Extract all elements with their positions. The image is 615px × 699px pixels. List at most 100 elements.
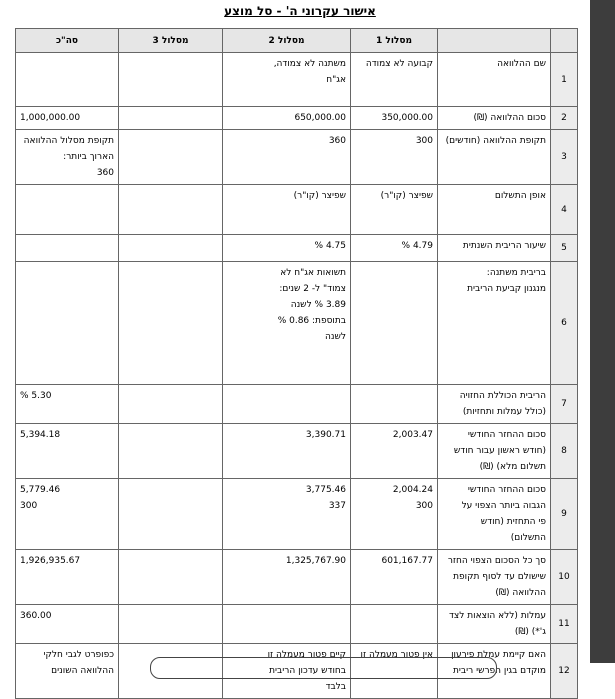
header-row: מסלול 1 מסלול 2 מסלול 3 סה"כ: [15, 28, 578, 53]
cell: [118, 184, 223, 235]
row-label: סכום ההחזר החודשי הגבוה ביותר הצפוי על פי …: [437, 478, 551, 550]
cell: 360: [222, 129, 351, 185]
header-cell: סה"כ: [15, 28, 119, 53]
cell: 300: [350, 129, 438, 185]
cell-line: בתוספת: 0.86 %: [277, 316, 346, 326]
cell-line: 300: [20, 501, 38, 511]
cell: 1,926,935.67: [15, 549, 119, 605]
table-row: 8 סכום ההחזר החודשי (חודש ראשון עבור חודש ת…: [15, 423, 578, 479]
cell: 5,394.18: [15, 423, 119, 479]
table-row: 10 סך כל הסכום הצפוי החזר שישולם עד לסוף ת…: [15, 549, 578, 605]
cell: [118, 384, 223, 424]
row-number: 3: [550, 129, 578, 185]
cell: [118, 52, 223, 107]
cell: [15, 234, 119, 262]
cell: תשואות אג"ח לא צמוד" ל- 2 שנים: 3.89 % לשנ…: [222, 261, 351, 385]
cell: 5,779.46 300: [15, 478, 119, 550]
cell: [350, 604, 438, 644]
table-row: 2 סכום ההלוואה (₪) 350,000.00 650,000.00 1,0…: [15, 106, 578, 130]
row-number: 4: [550, 184, 578, 235]
row-number: 7: [550, 384, 578, 424]
cell: 360.00: [15, 604, 119, 644]
row-number: 2: [550, 106, 578, 130]
title: אישור עקרוני ה' - סל מוצע: [224, 4, 376, 18]
cell-line: עמלות (ללא הוצאות לצד: [449, 611, 546, 621]
row-label: הריבית הכוללת החזויה (כולל עמלות ותחזיות): [437, 384, 551, 424]
row-number: 5: [550, 234, 578, 262]
cell: [350, 261, 438, 385]
cell: [15, 261, 119, 385]
row-label: עמלות (ללא הוצאות לצד ג'*) (₪): [437, 604, 551, 644]
cell-line: בריבית משתנה:: [486, 268, 546, 278]
cell-line: האם קיימת עמלת פירעון: [451, 650, 546, 660]
cell-line: תקופת מסלול ההלוואה: [23, 136, 114, 146]
cell-line: מנגנון קביעת הריבית: [467, 284, 546, 294]
cell-line: ההלוואה השונים: [51, 666, 114, 676]
bottom-box: [150, 657, 497, 679]
table: מסלול 1 מסלול 2 מסלול 3 סה"כ 1 שם ההלוואה…: [15, 28, 578, 699]
cell: תקופת מסלול ההלוואה הארוך ביותר: 360: [15, 129, 119, 185]
table-row: 9 סכום ההחזר החודשי הגבוה ביותר הצפוי על פי…: [15, 478, 578, 550]
cell-line: ההלוואה (₪): [495, 588, 546, 598]
cell: [222, 384, 351, 424]
row-label: אופן התשלום: [437, 184, 551, 235]
cell-line: 300: [415, 501, 433, 511]
cell: [118, 478, 223, 550]
row-label: סכום ההלוואה (₪): [437, 106, 551, 130]
cell-line: סכום ההחזר החודשי: [467, 430, 546, 440]
cell: 1,325,767.90: [222, 549, 351, 605]
cell-line: פי התחזית (חודש: [480, 517, 546, 527]
row-label: סך כל הסכום הצפוי החזר שישולם עד לסוף תקו…: [437, 549, 551, 605]
cell: 4.79 %: [350, 234, 438, 262]
cell-line: ג'*) (₪): [514, 627, 546, 637]
cell: 3,390.71: [222, 423, 351, 479]
cell: 5.30 %: [15, 384, 119, 424]
row-label: תקופת ההלוואה (חודשים): [437, 129, 551, 185]
cell: [222, 604, 351, 644]
row-label: בריבית משתנה: מנגנון קביעת הריבית: [437, 261, 551, 385]
cell-line: 3.89 % לשנה: [290, 300, 346, 310]
cell-line: לשנה: [325, 332, 346, 342]
cell: כפופרט לגבי חלקי ההלוואה השונים: [15, 643, 119, 699]
cell: [15, 184, 119, 235]
cell: 3,775.46 337: [222, 478, 351, 550]
row-label: שם ההלוואה: [437, 52, 551, 107]
cell-line: 360: [96, 168, 114, 178]
cell-line: (כולל עמלות ותחזיות): [462, 407, 546, 417]
cell-line: 337: [328, 501, 346, 511]
row-label: שיעור הריבית השנתית: [437, 234, 551, 262]
cell: שפיצר (קו"ר): [222, 184, 351, 235]
cell: שפיצר (קו"ר): [350, 184, 438, 235]
cell-line: הריבית הכוללת החזויה: [459, 391, 546, 401]
cell: [15, 52, 119, 107]
row-number: 12: [550, 643, 578, 699]
cell: 2,003.47: [350, 423, 438, 479]
cell-line: תשואות אג"ח לא: [280, 268, 346, 278]
cell-line: שישולם עד לסוף תקופת: [453, 572, 546, 582]
cell: 4.75 %: [222, 234, 351, 262]
cell: [118, 261, 223, 385]
cell: [350, 384, 438, 424]
cell-line: הגבוה ביותר הצפוי על: [461, 501, 546, 511]
page: אישור עקרוני ה' - סל מוצע מסלול 1 מסלול …: [15, 0, 615, 699]
cell-line: משתנה לא צמודה,: [273, 59, 346, 69]
cell-line: 2,004.24: [392, 485, 433, 495]
table-row: 6 בריבית משתנה: מנגנון קביעת הריבית תשואות …: [15, 261, 578, 385]
cell-line: תשלום מלא) (₪): [479, 462, 546, 472]
cell: [118, 234, 223, 262]
cell-line: 5,779.46: [20, 485, 61, 495]
side-strip: [590, 0, 615, 663]
cell-line: סך כל הסכום הצפוי החזר: [447, 556, 546, 566]
header-cell: מסלול 3: [118, 28, 223, 53]
cell-line: (חודש ראשון עבור חודש: [453, 446, 546, 456]
cell: 350,000.00: [350, 106, 438, 130]
cell-line: כפופרט לגבי חלקי: [43, 650, 114, 660]
table-row: 7 הריבית הכוללת החזויה (כולל עמלות ותחזיות…: [15, 384, 578, 424]
cell-line: התשלום): [510, 533, 546, 543]
row-label: סכום ההחזר החודשי (חודש ראשון עבור חודש תש…: [437, 423, 551, 479]
cell: 1,000,000.00: [15, 106, 119, 130]
cell: [118, 604, 223, 644]
header-cell: מסלול 1: [350, 28, 438, 53]
row-number: 8: [550, 423, 578, 479]
cell: [118, 106, 223, 130]
